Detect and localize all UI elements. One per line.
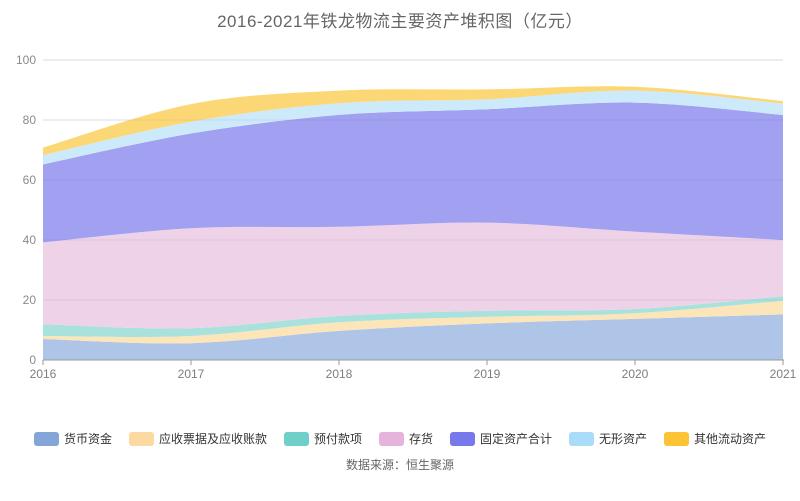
legend-swatch xyxy=(569,431,595,446)
legend-item-0[interactable]: 货币资金 xyxy=(33,430,112,447)
x-tick-label: 2019 xyxy=(474,367,501,381)
y-tick-label: 80 xyxy=(23,113,37,127)
legend-swatch xyxy=(664,431,690,446)
x-tick-label: 2018 xyxy=(326,367,353,381)
stacked-area-chart: 0 20 40 60 80 100 2016 2017 2018 2019 2020 2021 xyxy=(16,53,797,381)
legend-label: 货币资金 xyxy=(63,432,112,446)
area-series-6 xyxy=(43,86,783,156)
x-tick-label: 2017 xyxy=(178,367,205,381)
area-series-1 xyxy=(43,300,783,344)
area-series-2 xyxy=(43,296,783,338)
area-series-3 xyxy=(43,222,783,329)
legend-swatch xyxy=(128,431,154,446)
legend-label: 应收票据及应收账款 xyxy=(158,432,267,446)
legend-swatch xyxy=(450,431,475,446)
legend-swatch xyxy=(378,431,404,446)
area-series-4 xyxy=(43,102,783,243)
y-tick-label: 20 xyxy=(23,293,37,307)
legend-item-5[interactable]: 无形资产 xyxy=(569,430,647,447)
chart-legend: 货币资金 应收票据及应收账款 预付款项 存货 固定资产合计 无形资产 其他流动资产 xyxy=(0,430,800,447)
legend-item-3[interactable]: 存货 xyxy=(378,430,433,447)
legend-item-2[interactable]: 预付款项 xyxy=(283,430,362,447)
x-tick-label: 2020 xyxy=(622,367,649,381)
legend-label: 预付款项 xyxy=(313,432,362,446)
legend-swatch xyxy=(33,431,59,446)
legend-label: 固定资产合计 xyxy=(480,432,553,446)
legend-item-6[interactable]: 其他流动资产 xyxy=(664,430,766,447)
legend-label: 其他流动资产 xyxy=(694,432,767,446)
legend-item-1[interactable]: 应收票据及应收账款 xyxy=(128,430,267,447)
y-tick-label: 60 xyxy=(23,173,37,187)
legend-swatch xyxy=(283,431,309,446)
legend-label: 无形资产 xyxy=(599,432,648,446)
y-tick-label: 0 xyxy=(29,353,36,367)
area-series-0 xyxy=(43,314,783,360)
x-tick-label: 2021 xyxy=(770,367,797,381)
y-tick-label: 100 xyxy=(16,53,36,67)
data-source: 数据来源：恒生聚源 xyxy=(345,458,454,472)
legend-label: 存货 xyxy=(408,432,433,446)
area-series-5 xyxy=(43,90,783,165)
y-tick-label: 40 xyxy=(23,233,37,247)
chart-title: 2016-2021年铁龙物流主要资产堆积图（亿元） xyxy=(217,12,583,31)
x-tick-label: 2016 xyxy=(30,367,57,381)
legend-item-4[interactable]: 固定资产合计 xyxy=(450,430,552,447)
